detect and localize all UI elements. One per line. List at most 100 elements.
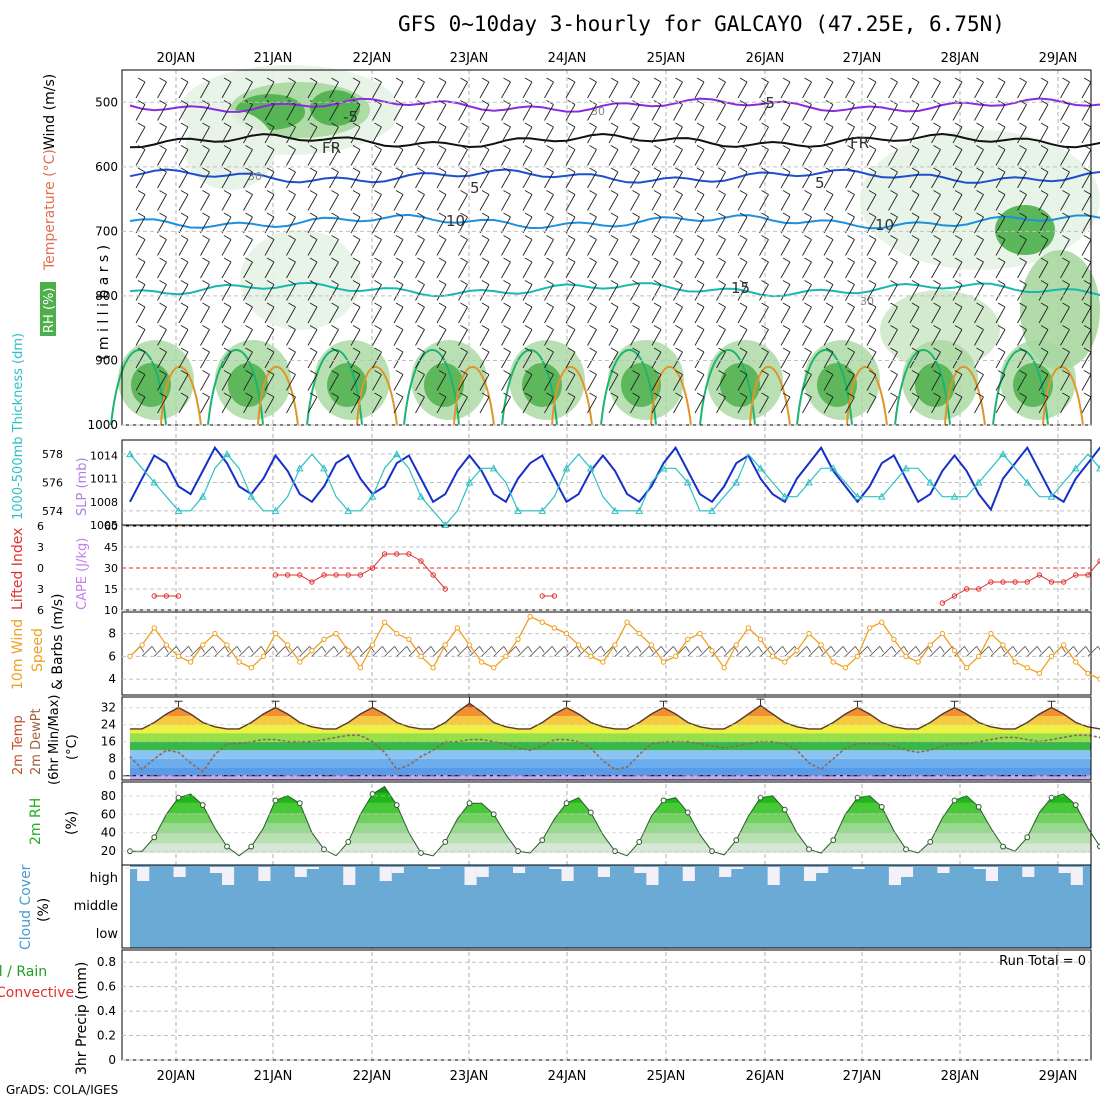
wind-barb — [673, 325, 683, 346]
thickness-point — [1047, 492, 1056, 500]
wind-speed-point — [927, 642, 933, 648]
wind-barb — [931, 145, 941, 166]
pressure-tick: 1000 — [87, 418, 118, 432]
wind-barb — [436, 347, 447, 369]
rh-point — [224, 843, 230, 850]
wind-barb — [264, 77, 275, 99]
isotherm-20 — [992, 349, 1049, 426]
wind-barb — [759, 370, 769, 391]
wind-barb — [651, 235, 662, 256]
wind-barb — [995, 122, 1006, 144]
rh-point — [466, 800, 473, 807]
wind-speed-point — [357, 665, 364, 671]
wind-speed-point — [685, 636, 691, 642]
rh-area — [621, 363, 661, 407]
wind-barb — [630, 280, 640, 301]
wind-barb — [909, 190, 920, 211]
wind-barb — [501, 235, 511, 256]
rh-area — [131, 363, 171, 407]
temp-axis-label: 2m DewPt — [29, 708, 44, 775]
wind-barb — [458, 370, 468, 391]
thickness-point — [562, 464, 571, 472]
wind-barb — [802, 280, 812, 301]
wind-barb — [307, 302, 318, 324]
wind-speed-point — [866, 625, 873, 631]
cloud-gap — [476, 867, 489, 877]
wind-barb — [780, 190, 791, 211]
wind-barb — [694, 392, 705, 414]
wind-barb — [845, 122, 855, 144]
wind-barb — [479, 212, 490, 234]
wind-barb — [1081, 302, 1092, 324]
wind-barb — [1017, 280, 1027, 301]
wind-speed-point — [454, 625, 461, 631]
wind-barb — [845, 646, 860, 657]
wind-barb — [1017, 370, 1027, 391]
wind-barb — [587, 77, 597, 99]
wind-barb — [286, 347, 296, 369]
wind-barb — [587, 257, 597, 279]
bottom-date-label: 28JAN — [941, 1069, 980, 1084]
wind-barb — [286, 77, 296, 99]
wind-barb — [995, 100, 1006, 121]
wind-barb — [135, 167, 146, 189]
bottom-date-label: 25JAN — [647, 1069, 686, 1084]
wind-barb — [737, 190, 748, 211]
rh-area — [228, 363, 268, 407]
top-date-label: 23JAN — [450, 51, 489, 66]
wind-barb — [415, 370, 425, 391]
cloud-gap — [973, 867, 986, 869]
wind-barb — [264, 280, 275, 301]
rh-point — [296, 800, 303, 807]
temp-max-whisker — [562, 700, 571, 708]
wind-barb — [802, 347, 812, 369]
dewpoint-line — [129, 734, 1100, 773]
wind-barb — [479, 257, 490, 279]
wind-speed-point — [660, 659, 667, 665]
wind-barb — [952, 145, 963, 166]
thickness-point — [732, 478, 741, 486]
wind-barb — [966, 646, 981, 657]
wind-axis-label: Speed — [30, 628, 46, 672]
wind-barb — [780, 325, 791, 346]
wind-barb — [866, 392, 877, 414]
bottom-date-label: 26JAN — [746, 1069, 785, 1084]
temp-tick: 16 — [101, 735, 116, 749]
wind-barb — [823, 190, 834, 211]
wind-barb — [952, 370, 963, 391]
wind-speed-point — [976, 653, 982, 660]
rh-bands — [130, 786, 1091, 854]
wind-speed-point — [418, 653, 424, 660]
wind-barb — [307, 190, 318, 211]
wind-barb — [995, 257, 1006, 279]
wind-barb — [1038, 100, 1049, 121]
wind-barb — [522, 347, 533, 369]
thickness-tick: 578 — [42, 448, 63, 461]
cloud-gap — [173, 867, 186, 877]
wind-barb — [630, 212, 640, 234]
bottom-date-label: 29JAN — [1039, 1069, 1078, 1084]
top-date-label: 24JAN — [548, 51, 587, 66]
thickness-point — [198, 492, 207, 500]
isotherm-20 — [501, 349, 558, 426]
wind-barb — [221, 167, 232, 189]
wind-barb — [544, 280, 554, 301]
rh-point — [393, 802, 400, 808]
cloud-gap — [209, 867, 222, 873]
wind-barb — [135, 302, 146, 324]
wind-barb — [481, 646, 496, 657]
li-point — [442, 586, 448, 592]
isotherm-20 — [699, 349, 756, 426]
wind-barb — [458, 77, 468, 99]
temp-frame — [121, 696, 1092, 781]
rh-tick: 20 — [101, 844, 116, 858]
wind-barb — [200, 167, 210, 189]
wind-barb — [522, 100, 533, 121]
cloud-gap — [137, 867, 150, 881]
wind-barb — [630, 302, 640, 324]
wind-barb — [995, 392, 1006, 414]
wind-barb — [694, 145, 705, 166]
wind-barb — [608, 77, 619, 99]
wind-barb — [307, 257, 318, 279]
wind-barb — [1081, 347, 1092, 369]
